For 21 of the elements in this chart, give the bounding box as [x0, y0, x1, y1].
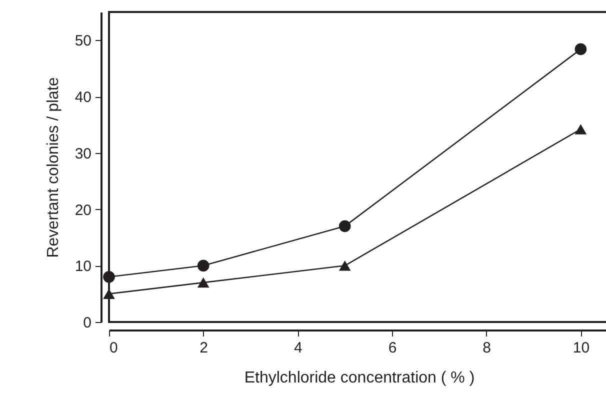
x-tick-label: 4 [294, 340, 302, 356]
y-tick-label: 30 [74, 145, 92, 162]
point [574, 124, 587, 134]
y-tick-label: 10 [74, 258, 92, 276]
y-axis-title: Revertant colonies / plate [44, 77, 62, 258]
point [197, 260, 210, 272]
x-tick-label: 10 [572, 340, 590, 356]
y-tick-label: 20 [74, 202, 92, 219]
x-tick-label: 6 [388, 340, 397, 356]
point [338, 260, 351, 271]
point [103, 271, 115, 283]
point [197, 277, 210, 288]
x-tick-label: 2 [200, 340, 208, 356]
y-tick-label: 40 [74, 89, 92, 106]
x-axis-title: Ethylchloride concentration ( % ) [244, 370, 475, 386]
x-tick-label: 8 [482, 340, 492, 356]
y-tick-label: 50 [74, 32, 92, 50]
x-tick-label: 0 [110, 340, 118, 356]
point [574, 43, 587, 56]
y-tick-label: 0 [83, 314, 92, 332]
point [338, 220, 351, 232]
